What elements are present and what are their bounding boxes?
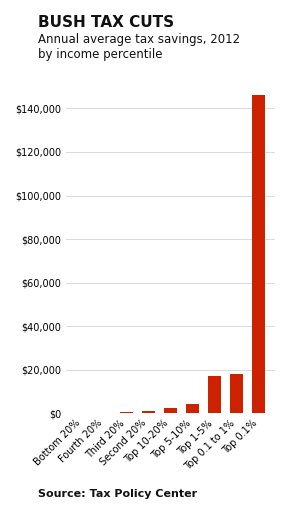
Bar (186, 405, 199, 413)
Bar (120, 412, 133, 413)
Text: BUSH TAX CUTS: BUSH TAX CUTS (38, 15, 174, 30)
Bar (142, 411, 155, 413)
Bar (208, 376, 221, 413)
Text: Annual average tax savings, 2012
by income percentile: Annual average tax savings, 2012 by inco… (38, 33, 240, 61)
Text: Source: Tax Policy Center: Source: Tax Policy Center (38, 489, 197, 499)
Bar (164, 408, 177, 413)
Bar (230, 374, 243, 413)
Bar (252, 95, 266, 413)
